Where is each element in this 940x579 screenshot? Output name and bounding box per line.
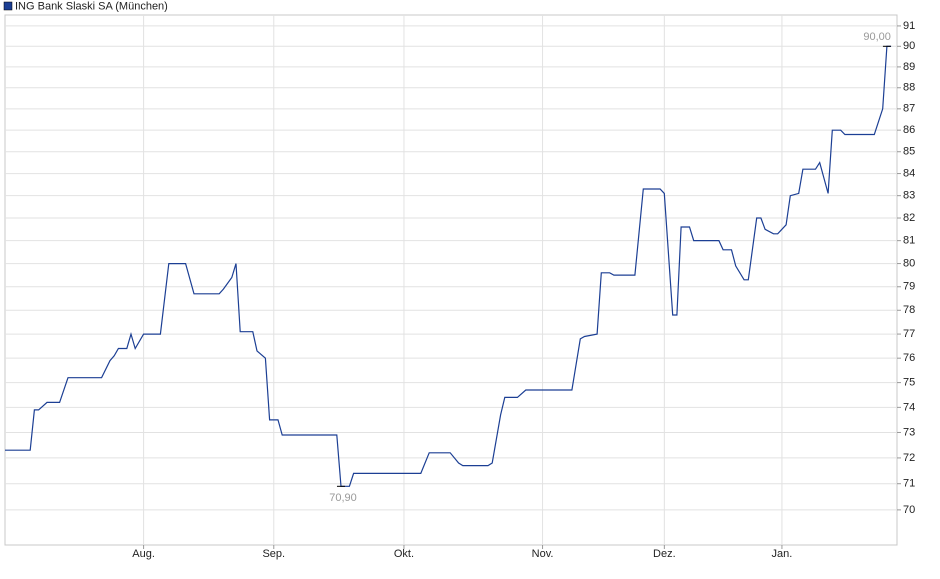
y-tick-label: 91 (903, 20, 915, 32)
y-tick-label: 70 (903, 504, 915, 516)
y-tick-label: 88 (903, 82, 915, 94)
x-tick-label: Dez. (653, 548, 676, 560)
y-tick-label: 85 (903, 146, 915, 158)
y-tick-label: 73 (903, 426, 915, 438)
y-tick-label: 80 (903, 257, 915, 269)
y-tick-label: 72 (903, 452, 915, 464)
plot-frame (4, 14, 898, 546)
line-series (5, 45, 892, 487)
y-tick-label: 83 (903, 190, 915, 202)
y-tick-label: 87 (903, 103, 915, 115)
x-tick-label: Sep. (262, 548, 285, 560)
y-tick-label: 78 (903, 304, 915, 316)
annotation: 90,00 (863, 31, 891, 43)
y-tick-label: 84 (903, 167, 915, 179)
y-tick-label: 89 (903, 61, 915, 73)
y-tick-label: 75 (903, 377, 915, 389)
x-tick-label: Jan. (772, 548, 793, 560)
y-tick-label: 76 (903, 352, 915, 364)
x-tick-label: Okt. (394, 548, 414, 560)
x-tick-label: Aug. (132, 548, 155, 560)
annotation: 70,90 (329, 492, 357, 504)
y-tick-label: 90 (903, 40, 915, 52)
y-tick-label: 79 (903, 281, 915, 293)
y-tick-label: 77 (903, 328, 915, 340)
x-tick-label: Nov. (532, 548, 554, 560)
legend-swatch (3, 1, 13, 11)
y-tick-label: 81 (903, 235, 915, 247)
y-tick-label: 71 (903, 478, 915, 490)
y-tick-label: 82 (903, 212, 915, 224)
legend-label: ING Bank Slaski SA (München) (15, 0, 168, 12)
y-tick-label: 86 (903, 124, 915, 136)
y-tick-label: 74 (903, 401, 915, 413)
